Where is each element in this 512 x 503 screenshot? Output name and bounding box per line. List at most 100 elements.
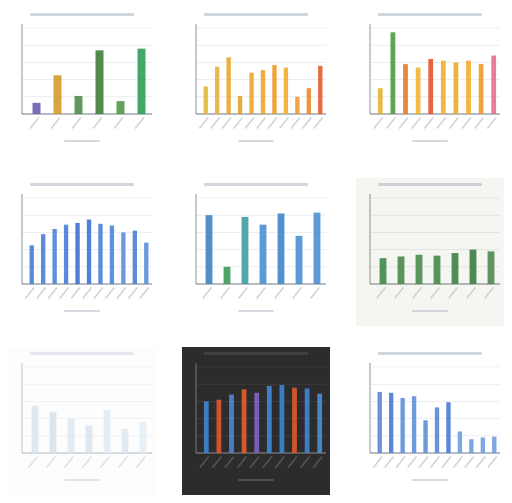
bar: [397, 256, 405, 284]
bar: [277, 213, 285, 284]
bar: [266, 385, 272, 453]
bar: [390, 32, 396, 114]
tick-label-blur: [47, 287, 58, 299]
tick-label-blur: [256, 117, 266, 129]
tick-label-blur: [92, 117, 103, 129]
tick-label-blur: [224, 456, 235, 468]
bar: [85, 425, 93, 453]
tick-label-blur: [274, 287, 284, 299]
tick-label-blur: [220, 287, 230, 299]
tick-label-blur: [64, 456, 74, 468]
bar: [132, 230, 137, 284]
bar: [49, 411, 57, 453]
bar: [116, 101, 125, 114]
chart-thumbnail-9[interactable]: [356, 347, 504, 495]
tick-label-blur: [310, 287, 320, 299]
bar: [95, 50, 104, 114]
bar: [241, 389, 247, 453]
x-axis-label-blur: [238, 479, 274, 481]
bar: [203, 86, 208, 114]
x-axis-label-blur: [64, 140, 100, 142]
tick-label-blur: [287, 456, 298, 468]
tick-label-blur: [411, 117, 421, 129]
tick-label-blur: [279, 117, 289, 129]
tick-label-blur: [386, 117, 396, 129]
bar: [279, 385, 285, 453]
tick-label-blur: [136, 456, 146, 468]
tick-label-blur: [59, 287, 69, 299]
chart-background: [356, 178, 504, 326]
bar: [469, 439, 474, 453]
tick-label-blur: [453, 456, 463, 468]
x-axis-label-blur: [238, 140, 274, 142]
bar: [260, 70, 266, 114]
bar: [226, 57, 231, 114]
chart-thumbnail-8[interactable]: [182, 347, 330, 495]
bar: [86, 219, 92, 284]
bar: [457, 431, 463, 453]
tick-label-blur: [134, 117, 145, 129]
bar: [377, 88, 383, 114]
x-axis-label-blur: [412, 310, 448, 312]
bar: [144, 242, 149, 284]
tick-label-blur: [441, 456, 452, 468]
bar: [306, 88, 311, 114]
tick-label-blur: [430, 287, 440, 299]
bar: [121, 232, 126, 284]
tick-label-blur: [436, 117, 447, 129]
bar: [121, 428, 129, 453]
tick-label-blur: [466, 287, 476, 299]
bar-chart-svg: [182, 8, 330, 156]
tick-label-blur: [412, 287, 422, 299]
bar: [272, 64, 277, 114]
bar: [389, 392, 394, 453]
bar: [478, 64, 484, 114]
chart-thumbnail-1[interactable]: [8, 8, 156, 156]
bar: [254, 392, 260, 453]
tick-label-blur: [210, 117, 220, 129]
chart-thumbnail-4[interactable]: [8, 178, 156, 326]
tick-label-blur: [262, 456, 273, 468]
bar: [415, 254, 423, 284]
bar: [223, 266, 231, 284]
bar-chart-svg: [356, 178, 504, 326]
tick-label-blur: [199, 456, 210, 468]
tick-label-blur: [28, 456, 38, 468]
bar: [469, 249, 477, 284]
bar: [241, 216, 249, 284]
tick-label-blur: [290, 117, 301, 129]
bar: [295, 96, 300, 114]
tick-label-blur: [313, 117, 324, 129]
chart-thumbnail-7[interactable]: [8, 347, 156, 495]
tick-label-blur: [24, 287, 35, 299]
bar: [109, 225, 115, 284]
bar: [304, 388, 310, 453]
tick-label-blur: [233, 117, 243, 129]
tick-label-blur: [476, 456, 486, 468]
chart-title-blur: [378, 13, 482, 16]
chart-thumbnail-2[interactable]: [182, 8, 330, 156]
tick-label-blur: [212, 456, 222, 468]
bar: [491, 55, 497, 114]
tick-label-blur: [237, 456, 247, 468]
chart-thumbnail-5[interactable]: [182, 178, 330, 326]
tick-label-blur: [71, 117, 82, 129]
chart-thumbnail-3[interactable]: [356, 8, 504, 156]
chart-background: [8, 347, 156, 495]
chart-thumbnail-6[interactable]: [356, 178, 504, 326]
bar-chart-svg: [356, 8, 504, 156]
tick-label-blur: [128, 287, 138, 299]
bar-chart-svg: [8, 347, 156, 495]
bar: [203, 401, 209, 453]
tick-label-blur: [430, 456, 440, 468]
tick-label-blur: [395, 456, 406, 468]
bar: [440, 60, 446, 114]
tick-label-blur: [449, 117, 459, 129]
bar: [67, 418, 75, 453]
bar: [415, 67, 421, 114]
tick-label-blur: [372, 456, 383, 468]
bar: [103, 410, 111, 453]
bar: [75, 222, 80, 284]
tick-label-blur: [116, 287, 127, 299]
bar: [52, 228, 57, 284]
